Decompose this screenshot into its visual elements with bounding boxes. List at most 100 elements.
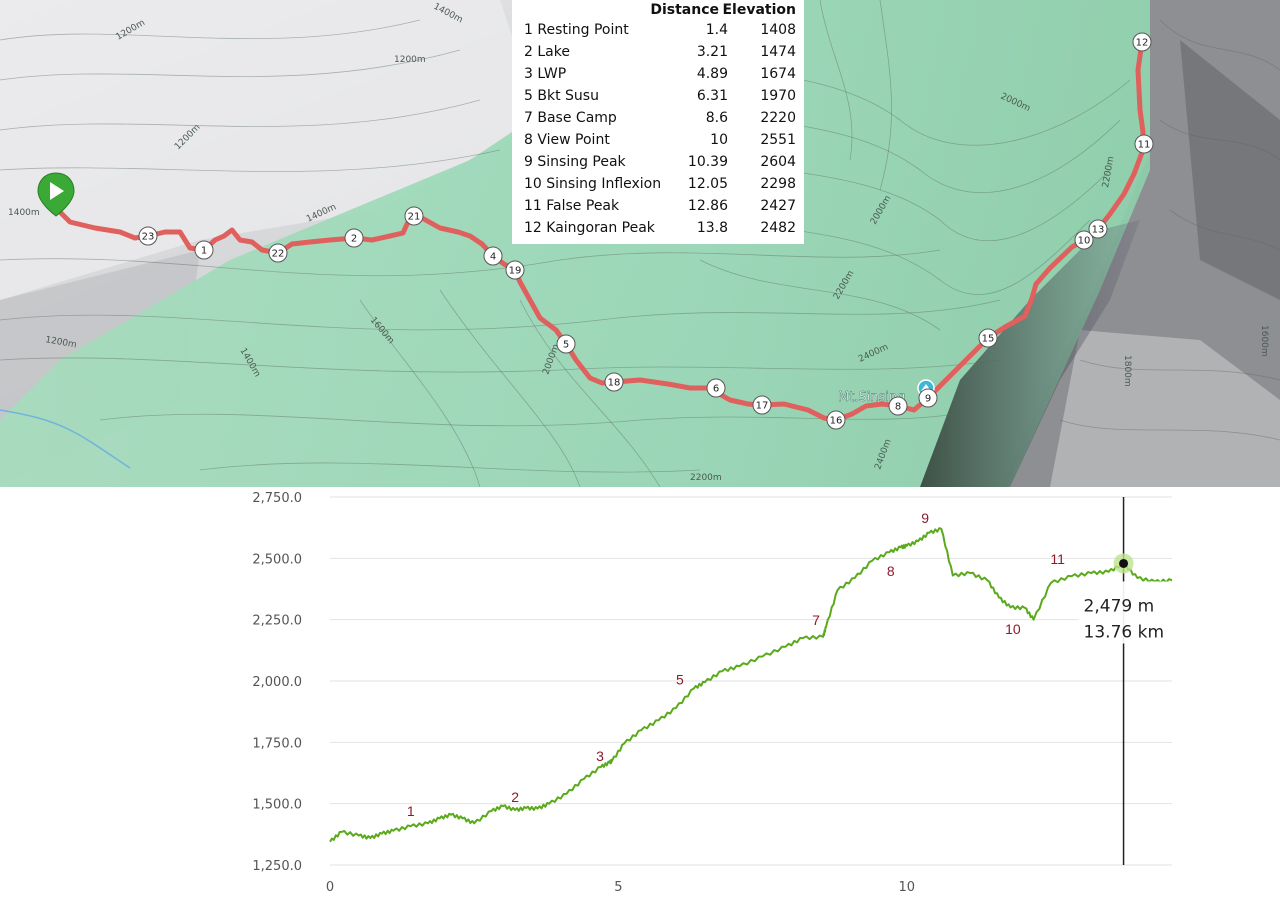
waypoint-marker-4[interactable]: 4 — [483, 246, 503, 266]
x-tick-label: 10 — [898, 880, 915, 895]
waypoint-marker-label: 2 — [351, 234, 357, 245]
elevation-profile[interactable]: 1,250.0 1,500.0 1,750.0 2,000.0 2,250.0 2,500… — [230, 487, 1280, 903]
contour-label: 1200m — [394, 55, 426, 65]
waypoint-number: 5 — [524, 88, 533, 104]
waypoint-marker-label: 12 — [1136, 38, 1149, 49]
waypoint-marker-16[interactable]: 16 — [826, 410, 846, 430]
waypoint-number: 11 — [524, 198, 542, 214]
waypoint-marker-6[interactable]: 6 — [706, 378, 726, 398]
waypoint-name: 5 Bkt Susu — [524, 88, 599, 104]
waypoint-elevation: 2427 — [760, 198, 796, 214]
waypoint-distance: 6.31 — [696, 88, 728, 104]
waypoint-number: 12 — [524, 220, 542, 236]
elevation-chart[interactable]: 1,250.0 1,500.0 1,750.0 2,000.0 2,250.0 2,500… — [230, 487, 1280, 903]
profile-marker-label: 3 — [596, 748, 604, 764]
waypoint-number: 3 — [524, 66, 533, 82]
profile-marker-label: 1 — [407, 803, 415, 819]
waypoint-marker-11[interactable]: 11 — [1134, 134, 1154, 154]
waypoint-name: 2 Lake — [524, 44, 570, 60]
route-map[interactable]: 1400m 1200m 1200m 1400m 1200m 1600m 1400… — [0, 0, 1280, 487]
start-pin-icon[interactable] — [37, 172, 75, 217]
waypoint-marker-10[interactable]: 10 — [1074, 230, 1094, 250]
waypoint-number: 10 — [524, 176, 542, 192]
waypoint-elevation: 2220 — [760, 110, 796, 126]
y-tick-label: 1,500.0 — [252, 798, 302, 813]
waypoint-marker-1[interactable]: 1 — [194, 240, 214, 260]
profile-marker-label: 7 — [812, 612, 820, 628]
y-tick-label: 2,750.0 — [252, 491, 302, 506]
route-track — [55, 39, 1146, 423]
profile-marker-label: 11 — [1050, 551, 1065, 567]
table-row: 11 False Peak 12.86 2427 — [512, 198, 804, 220]
waypoint-name: 7 Base Camp — [524, 110, 617, 126]
table-row: 1 Resting Point 1.4 1408 — [512, 22, 804, 44]
waypoint-label: Resting Point — [537, 22, 629, 38]
waypoint-number: 2 — [524, 44, 533, 60]
waypoint-label: View Point — [537, 132, 610, 148]
contour-label: 1800m — [1122, 355, 1132, 387]
waypoint-name: 10 Sinsing Inflexion — [524, 176, 661, 192]
x-tick-label: 5 — [614, 880, 622, 895]
y-tick-label: 1,750.0 — [252, 736, 302, 751]
waypoint-elevation: 2482 — [760, 220, 796, 236]
y-tick-label: 2,250.0 — [252, 614, 302, 629]
waypoint-name: 11 False Peak — [524, 198, 619, 214]
waypoint-marker-15[interactable]: 15 — [978, 328, 998, 348]
waypoint-elevation: 2551 — [760, 132, 796, 148]
waypoint-marker-21[interactable]: 21 — [404, 206, 424, 226]
waypoint-marker-22[interactable]: 22 — [268, 243, 288, 263]
profile-marker-label: 8 — [887, 563, 895, 579]
waypoint-distance: 10 — [710, 132, 728, 148]
waypoint-marker-label: 9 — [925, 394, 931, 405]
waypoint-number: 1 — [524, 22, 533, 38]
waypoint-number: 8 — [524, 132, 533, 148]
waypoint-marker-5[interactable]: 5 — [556, 334, 576, 354]
table-row: 2 Lake 3.21 1474 — [512, 44, 804, 66]
waypoint-label: Sinsing Inflexion — [546, 176, 662, 192]
waypoint-marker-label: 16 — [830, 416, 843, 427]
y-tick-label: 2,500.0 — [252, 552, 302, 567]
waypoint-marker-label: 13 — [1092, 225, 1105, 236]
waypoint-label: Kaingoran Peak — [546, 220, 655, 236]
table-row: 10 Sinsing Inflexion 12.05 2298 — [512, 176, 804, 198]
waypoint-marker-label: 8 — [895, 402, 901, 413]
waypoint-marker-2[interactable]: 2 — [344, 228, 364, 248]
waypoint-name: 3 LWP — [524, 66, 566, 82]
waypoint-distance: 13.8 — [696, 220, 728, 236]
cursor-elevation-text: 2,479 m — [1084, 596, 1155, 616]
waypoint-distance: 4.89 — [696, 66, 728, 82]
waypoint-distance: 8.6 — [705, 110, 728, 126]
waypoint-marker-label: 10 — [1078, 236, 1091, 247]
waypoint-number: 9 — [524, 154, 533, 170]
waypoint-marker-23[interactable]: 23 — [138, 226, 158, 246]
table-row: 12 Kaingoran Peak 13.8 2482 — [512, 220, 804, 242]
profile-marker-label: 10 — [1005, 621, 1021, 637]
waypoint-elevation: 1474 — [760, 44, 796, 60]
y-tick-label: 2,000.0 — [252, 675, 302, 690]
table-row: 8 View Point 10 2551 — [512, 132, 804, 154]
waypoint-number: 7 — [524, 110, 533, 126]
cursor-distance-text: 13.76 km — [1084, 622, 1164, 642]
waypoint-label: Lake — [537, 44, 570, 60]
waypoint-name: 1 Resting Point — [524, 22, 629, 38]
cursor-tooltip — [1078, 581, 1177, 644]
waypoint-elevation: 1970 — [760, 88, 796, 104]
waypoint-marker-13[interactable]: 13 — [1088, 219, 1108, 239]
y-tick-label: 1,250.0 — [252, 859, 302, 874]
waypoint-name: 8 View Point — [524, 132, 610, 148]
waypoint-distance: 10.39 — [687, 154, 728, 170]
waypoint-label: Base Camp — [537, 110, 617, 126]
waypoint-marker-12[interactable]: 12 — [1132, 32, 1152, 52]
waypoint-label: Bkt Susu — [537, 88, 599, 104]
waypoint-marker-9[interactable]: 9 — [918, 388, 938, 408]
column-header-elevation: Elevation — [722, 2, 796, 18]
waypoint-marker-17[interactable]: 17 — [752, 395, 772, 415]
waypoint-marker-18[interactable]: 18 — [604, 372, 624, 392]
contour-label: 2200m — [690, 473, 722, 483]
waypoint-marker-8[interactable]: 8 — [888, 396, 908, 416]
waypoint-label: Sinsing Peak — [537, 154, 626, 170]
waypoint-marker-19[interactable]: 19 — [505, 260, 525, 280]
table-row: 5 Bkt Susu 6.31 1970 — [512, 88, 804, 110]
waypoint-table: Distance Elevation 1 Resting Point 1.4 140… — [512, 0, 804, 244]
contour-label: 1600m — [1259, 325, 1269, 357]
